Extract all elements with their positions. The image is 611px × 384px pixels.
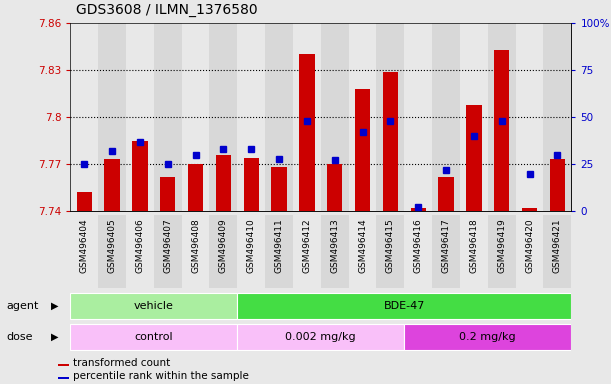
Bar: [237, 23, 265, 211]
Bar: [265, 215, 293, 288]
Text: GSM496411: GSM496411: [274, 219, 284, 273]
Text: GSM496407: GSM496407: [163, 219, 172, 273]
Text: GSM496404: GSM496404: [79, 219, 89, 273]
Bar: [237, 324, 404, 350]
Text: BDE-47: BDE-47: [384, 301, 425, 311]
Bar: [126, 23, 154, 211]
Bar: [460, 215, 488, 288]
Bar: [265, 23, 293, 211]
Bar: [543, 23, 571, 211]
Text: GSM496410: GSM496410: [247, 219, 255, 273]
Text: transformed count: transformed count: [73, 358, 170, 368]
Bar: [244, 158, 259, 211]
Bar: [237, 293, 571, 319]
Bar: [404, 215, 432, 288]
Bar: [98, 215, 126, 288]
Text: GSM496409: GSM496409: [219, 219, 228, 273]
Bar: [58, 377, 69, 379]
Bar: [382, 72, 398, 211]
Bar: [404, 23, 432, 211]
Text: GSM496417: GSM496417: [442, 219, 450, 273]
Bar: [321, 215, 349, 288]
Text: agent: agent: [6, 301, 38, 311]
Bar: [550, 159, 565, 211]
Bar: [293, 215, 321, 288]
Text: GSM496416: GSM496416: [414, 219, 423, 273]
Text: GSM496408: GSM496408: [191, 219, 200, 273]
Text: GSM496421: GSM496421: [553, 219, 562, 273]
Bar: [488, 215, 516, 288]
Bar: [98, 23, 126, 211]
Bar: [132, 141, 147, 211]
Bar: [460, 23, 488, 211]
Bar: [411, 208, 426, 211]
Bar: [210, 23, 237, 211]
Bar: [404, 324, 571, 350]
Text: control: control: [134, 332, 173, 342]
Bar: [327, 164, 342, 211]
Bar: [516, 23, 543, 211]
Bar: [160, 177, 175, 211]
Bar: [321, 23, 349, 211]
Bar: [181, 23, 210, 211]
Bar: [376, 215, 404, 288]
Bar: [70, 293, 237, 319]
Bar: [76, 192, 92, 211]
Bar: [488, 23, 516, 211]
Text: percentile rank within the sample: percentile rank within the sample: [73, 371, 249, 381]
Bar: [349, 23, 376, 211]
Bar: [271, 167, 287, 211]
Text: GSM496412: GSM496412: [302, 219, 312, 273]
Bar: [237, 215, 265, 288]
Bar: [70, 324, 237, 350]
Bar: [516, 215, 543, 288]
Text: GSM496414: GSM496414: [358, 219, 367, 273]
Bar: [210, 215, 237, 288]
Text: dose: dose: [6, 332, 32, 342]
Bar: [522, 208, 537, 211]
Bar: [70, 23, 98, 211]
Text: GDS3608 / ILMN_1376580: GDS3608 / ILMN_1376580: [76, 3, 258, 17]
Text: GSM496419: GSM496419: [497, 219, 506, 273]
Text: ▶: ▶: [51, 332, 59, 342]
Text: GSM496405: GSM496405: [108, 219, 117, 273]
Bar: [466, 104, 481, 211]
Text: 0.2 mg/kg: 0.2 mg/kg: [459, 332, 516, 342]
Text: ▶: ▶: [51, 301, 59, 311]
Bar: [438, 177, 454, 211]
Bar: [543, 215, 571, 288]
Bar: [154, 215, 181, 288]
Text: GSM496418: GSM496418: [469, 219, 478, 273]
Bar: [432, 23, 460, 211]
Bar: [376, 23, 404, 211]
Bar: [154, 23, 181, 211]
Bar: [181, 215, 210, 288]
Bar: [188, 164, 203, 211]
Bar: [349, 215, 376, 288]
Text: 0.002 mg/kg: 0.002 mg/kg: [285, 332, 356, 342]
Bar: [299, 55, 315, 211]
Text: GSM496413: GSM496413: [330, 219, 339, 273]
Bar: [293, 23, 321, 211]
Text: GSM496415: GSM496415: [386, 219, 395, 273]
Text: vehicle: vehicle: [134, 301, 174, 311]
Text: GSM496420: GSM496420: [525, 219, 534, 273]
Bar: [126, 215, 154, 288]
Bar: [432, 215, 460, 288]
Bar: [494, 50, 510, 211]
Bar: [104, 159, 120, 211]
Bar: [70, 215, 98, 288]
Bar: [216, 155, 231, 211]
Text: GSM496406: GSM496406: [136, 219, 144, 273]
Bar: [58, 364, 69, 366]
Bar: [355, 89, 370, 211]
